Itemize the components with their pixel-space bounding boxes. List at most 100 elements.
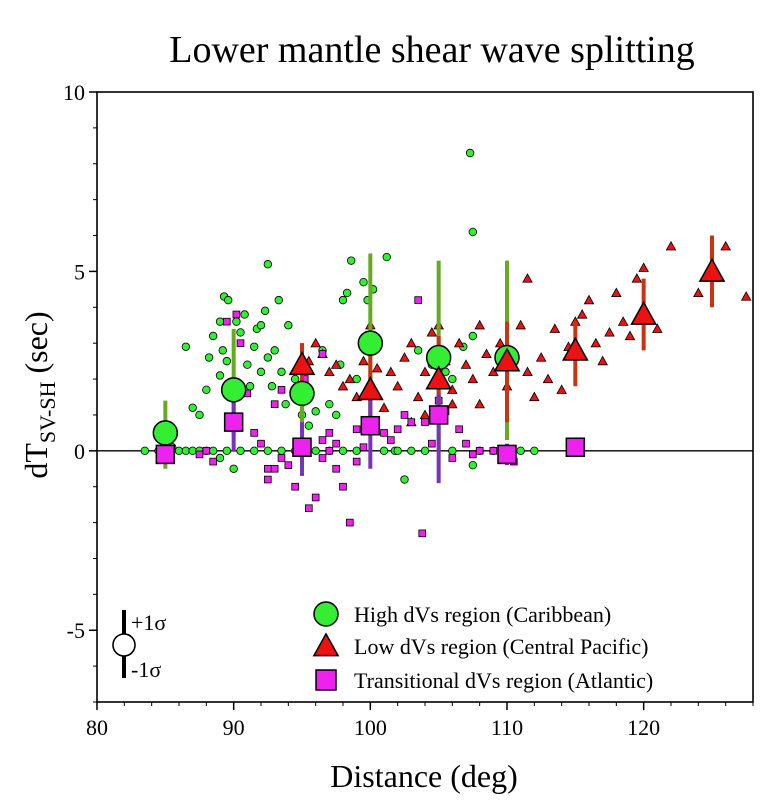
high-data-point [270,346,279,355]
transitional-data-point [421,418,429,426]
transitional-data-point [284,461,293,469]
low-data-point [447,398,458,409]
low-data-point [652,323,663,333]
high-data-point [215,371,225,380]
high-mean-marker [289,380,315,407]
low-data-point [522,366,533,376]
high-data-point [263,353,273,362]
high-data-point [379,446,389,456]
transitional-data-point [236,339,245,347]
high-data-point [204,353,214,362]
high-data-point [342,288,352,298]
high-data-point [263,446,273,456]
sigma-key-circle [112,633,136,657]
high-data-point [202,385,211,395]
high-data-point [413,346,423,355]
low-data-point [426,326,438,337]
low-data-point [638,262,649,272]
high-data-point [208,446,218,456]
low-data-point [385,366,397,376]
low-mean-marker [493,347,521,372]
transitional-data-point [469,450,477,459]
low-mean-marker [288,351,316,376]
high-data-point [382,252,391,262]
high-data-point [222,446,232,456]
high-data-point [516,446,525,456]
low-data-point [453,337,465,348]
low-data-point [358,355,369,366]
high-data-point [181,342,191,351]
transitional-data-point [318,436,327,444]
transitional-data-point [202,447,211,455]
high-data-point [338,446,348,456]
high-data-point [277,446,286,456]
low-data-point [412,391,424,402]
low-data-point [693,287,704,298]
transitional-data-point [270,464,279,473]
low-mean-marker [630,300,658,325]
high-data-point [195,410,204,420]
y-axis-label-main: dT [18,443,54,479]
transitional-mean-marker [565,437,586,457]
y-tick-label: 5 [74,259,85,284]
high-data-point [140,446,150,456]
transitional-data-point [318,350,327,358]
high-data-point [338,295,348,305]
low-data-point [474,319,485,330]
transitional-data-point [407,418,416,426]
high-data-point [465,148,475,158]
transitional-mean-marker [360,415,381,436]
transitional-data-point [414,296,422,304]
sigma-key-plus-label: +1σ [131,610,166,635]
transitional-data-point [448,454,457,462]
high-data-point [304,421,314,430]
transitional-data-point [418,529,427,538]
y-axis-label-sub: SV-SH [35,381,60,443]
sigma-key: +1σ -1σ [112,610,166,682]
transitional-data-point [325,429,334,437]
transitional-data-point [264,464,272,473]
high-data-point [245,382,255,391]
y-tick-label: -5 [67,618,85,643]
transitional-data-point [455,425,463,434]
low-data-point [344,373,356,384]
plot-area [96,91,754,703]
low-data-point [604,326,615,337]
transitional-data-point [277,454,286,462]
x-tick-label: 80 [86,715,108,740]
low-data-point [529,391,540,402]
high-data-point [393,446,402,456]
low-data-point [337,380,349,391]
high-data-point [284,321,293,330]
chart-marks [97,148,753,538]
high-data-point [243,360,252,369]
low-data-point [330,359,342,369]
high-data-point [407,446,416,456]
high-data-point [448,374,457,384]
high-data-point [236,328,245,337]
low-data-point [467,373,479,384]
high-data-point [530,446,539,456]
low-data-point [310,337,321,348]
high-data-point [249,342,259,351]
low-data-point [406,337,417,348]
high-data-point [260,306,270,316]
y-axis: -5 0 5 10 [63,80,97,703]
high-data-point [249,446,259,456]
x-axis: 80 90 100 110 120 [86,702,754,740]
transitional-data-point [428,439,436,448]
high-data-point [331,410,341,420]
y-axis-label-unit: (sec) [18,311,54,373]
low-data-point [419,366,431,376]
x-tick-label: 120 [627,715,660,740]
low-data-point [576,309,588,319]
low-mean-marker [356,376,384,401]
high-data-point [232,317,241,326]
low-mean-marker [561,336,589,361]
sigma-key-minus-label: -1σ [131,657,161,682]
low-data-point [556,384,567,394]
x-axis-label: Distance (deg) [330,758,517,794]
high-data-point [468,460,478,470]
high-data-point [352,374,361,384]
